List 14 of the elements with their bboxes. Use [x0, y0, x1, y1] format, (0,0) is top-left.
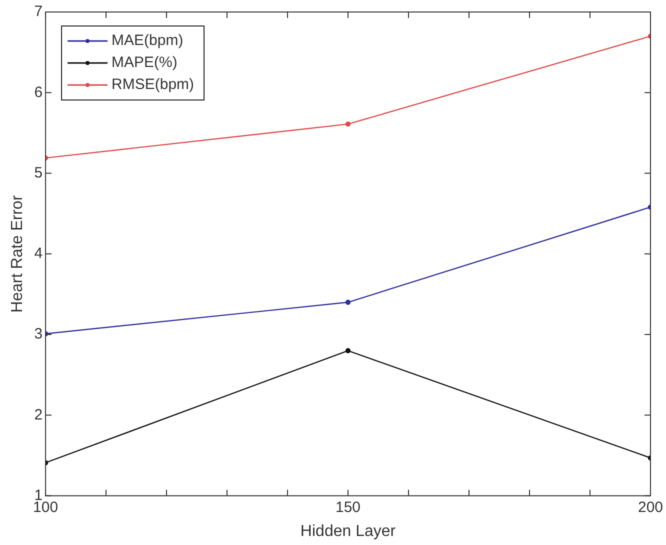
y-tick-label: 4: [34, 245, 43, 262]
x-tick-label: 100: [33, 498, 58, 516]
y-axis-title: Heart Rate Error: [9, 194, 26, 313]
y-tick-label: 5: [34, 164, 43, 182]
legend-label: MAPE(%): [112, 54, 178, 72]
y-tick-label: 3: [34, 326, 43, 343]
legend-label: MAE(bpm): [112, 32, 184, 50]
legend-label: RMSE(bpm): [112, 76, 194, 94]
y-tick-label: 7: [34, 3, 43, 20]
x-tick-label: 150: [336, 498, 361, 516]
y-tick-label: 6: [34, 84, 43, 101]
x-tick-label: 200: [638, 498, 663, 516]
x-axis-title: Hidden Layer: [300, 522, 396, 540]
y-tick-label: 2: [34, 406, 43, 424]
